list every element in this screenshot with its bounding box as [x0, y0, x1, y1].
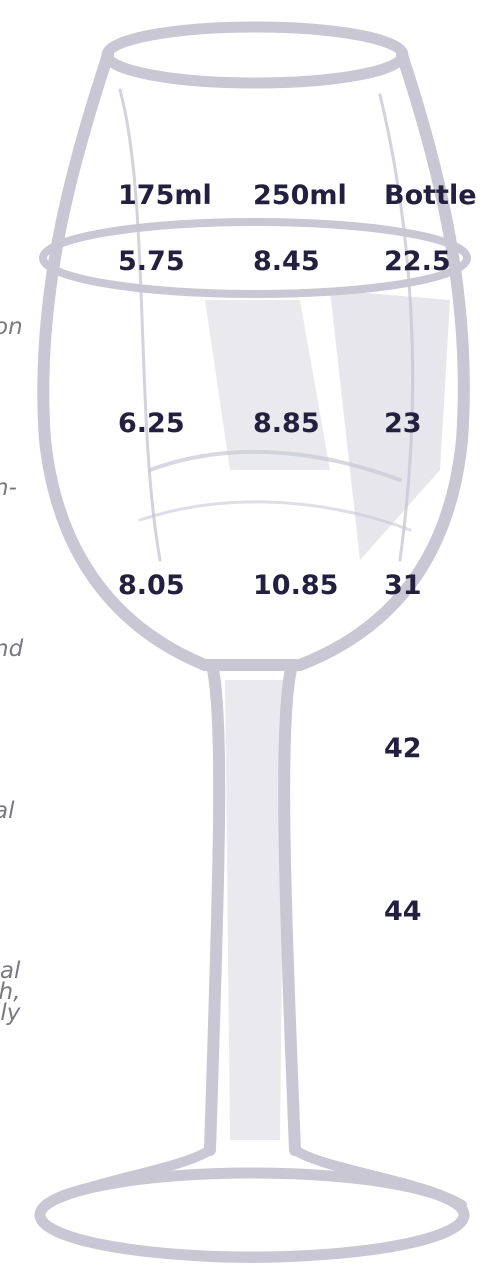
price-250ml: 8.85 — [253, 408, 320, 439]
price-bottle: 22.5 — [384, 246, 451, 277]
column-header-250ml: 250ml — [253, 180, 347, 211]
glass-rim — [101, 21, 409, 89]
wine-description-fragment: al h, lly — [0, 958, 21, 1026]
price-175ml: 6.25 — [118, 408, 185, 439]
wine-surface — [39, 218, 471, 298]
wine-description-fragment: nd — [0, 636, 24, 662]
price-175ml: 5.75 — [118, 246, 185, 277]
price-bottle: 44 — [384, 896, 422, 927]
price-250ml: 10.85 — [253, 570, 339, 601]
wine-description-fragment: al — [0, 798, 15, 824]
glass-stem — [204, 659, 301, 1156]
glass-bowl — [37, 49, 470, 671]
column-header-bottle: Bottle — [384, 180, 477, 211]
wine-description-fragment: n- — [0, 475, 17, 501]
price-bottle: 42 — [384, 733, 422, 764]
price-bottle: 23 — [384, 408, 422, 439]
price-175ml: 8.05 — [118, 570, 185, 601]
column-header-175ml: 175ml — [118, 180, 212, 211]
price-bottle: 31 — [384, 570, 422, 601]
price-250ml: 8.45 — [253, 246, 320, 277]
wine-description-fragment: on — [0, 314, 23, 340]
